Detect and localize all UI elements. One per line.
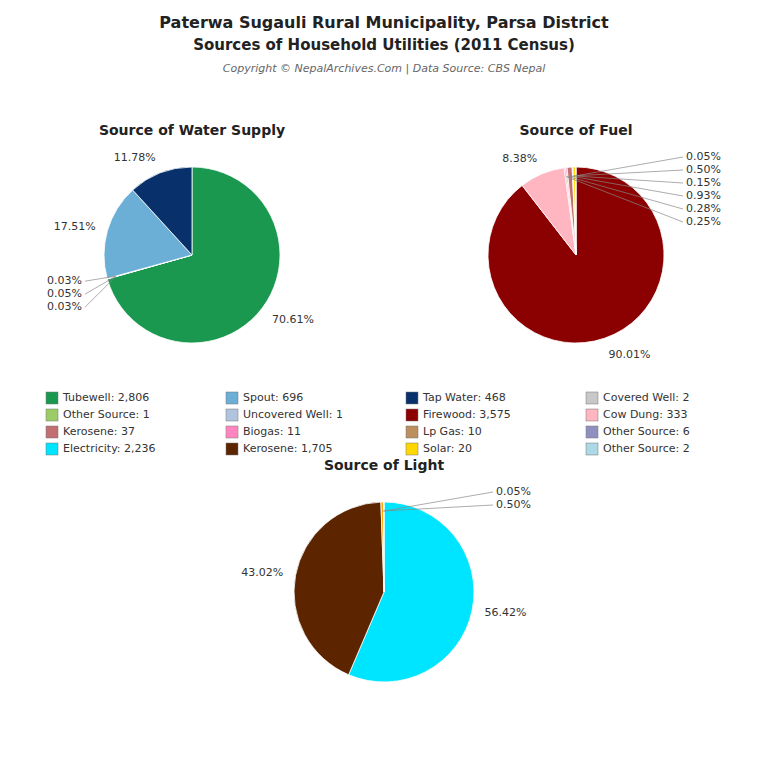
legend-swatch (226, 392, 238, 404)
pie-slice (381, 502, 384, 592)
legend-swatch (46, 426, 58, 438)
pie-title: Source of Light (324, 457, 445, 473)
legend-label: Biogas: 11 (243, 425, 301, 438)
slices (104, 167, 280, 343)
legend-swatch (226, 426, 238, 438)
legend-swatch (46, 443, 58, 455)
legend-label: Kerosene: 1,705 (243, 442, 332, 455)
subtitle: Sources of Household Utilities (2011 Cen… (193, 36, 575, 54)
pie-chart: Source of Fuel 90.01% 8.38% 0.05%0.50%0.15%… (488, 122, 721, 361)
legend-label: Other Source: 6 (603, 425, 690, 438)
background (0, 0, 768, 768)
data-labels: 56.42% 43.02% 0.05%0.50% (241, 485, 531, 619)
legend-label: Solar: 20 (423, 442, 472, 455)
legend-label: Firewood: 3,575 (423, 408, 511, 421)
data-label: 0.05% (686, 150, 721, 163)
legend-label: Tubewell: 2,806 (62, 391, 149, 404)
leader-line (566, 176, 683, 222)
legend: Tubewell: 2,806 Other Source: 1 Kerosene: … (46, 391, 690, 455)
data-label: 90.01% (608, 348, 650, 361)
legend-swatch (586, 426, 598, 438)
legend-label: Other Source: 1 (63, 408, 150, 421)
data-label: 0.50% (496, 498, 531, 511)
pie-slice (383, 502, 384, 592)
legend-swatch (586, 392, 598, 404)
pie-chart: Source of Light 56.42% 43.02% 0.05%0.50% (241, 457, 531, 682)
legend-label: Uncovered Well: 1 (243, 408, 343, 421)
data-label: 56.42% (485, 606, 527, 619)
legend-swatch (226, 409, 238, 421)
data-label: 0.50% (686, 163, 721, 176)
legend-label: Spout: 696 (243, 391, 303, 404)
legend-swatch (46, 392, 58, 404)
data-label: 0.05% (47, 287, 82, 300)
legend-swatch (406, 426, 418, 438)
leader-line (567, 176, 683, 209)
legend-label: Covered Well: 2 (603, 391, 690, 404)
legend-label: Lp Gas: 10 (423, 425, 482, 438)
legend-swatch (46, 409, 58, 421)
pie-title: Source of Fuel (520, 122, 633, 138)
legend-label: Cow Dung: 333 (603, 408, 688, 421)
data-label: 8.38% (502, 152, 537, 165)
legend-swatch (406, 392, 418, 404)
data-labels: 70.61% 17.51% 11.78% 0.03%0.05%0.03% (47, 151, 314, 326)
data-label: 11.78% (114, 151, 156, 164)
legend-swatch (406, 409, 418, 421)
slices (294, 502, 474, 682)
data-label: 17.51% (54, 220, 96, 233)
pie-slice (294, 502, 384, 675)
data-labels: 90.01% 8.38% 0.05%0.50%0.15%0.93%0.28%0.25… (502, 150, 721, 361)
data-label: 0.03% (47, 300, 82, 313)
pie-slice (564, 168, 576, 255)
pie-slice (133, 167, 192, 255)
leader-line (85, 277, 116, 308)
leader-line (575, 170, 683, 176)
data-label: 0.05% (496, 485, 531, 498)
pie-title: Source of Water Supply (99, 122, 285, 138)
pie-slice (488, 167, 664, 343)
data-label: 0.03% (47, 274, 82, 287)
data-label: 0.28% (686, 202, 721, 215)
legend-label: Kerosene: 37 (63, 425, 135, 438)
legend-swatch (586, 409, 598, 421)
pie-chart: Source of Water Supply 70.61% 17.51% 11.78%… (47, 122, 314, 343)
legend-swatch (406, 443, 418, 455)
chart-root: Paterwa Sugauli Rural Municipality, Pars… (0, 0, 768, 768)
pie-slice (567, 167, 576, 255)
data-label: 43.02% (241, 566, 283, 579)
data-label: 0.15% (686, 176, 721, 189)
pie-slice (566, 167, 576, 255)
legend-swatch (226, 443, 238, 455)
leader-line (382, 505, 493, 511)
pie-slice (522, 168, 576, 255)
legend-label: Tap Water: 468 (422, 391, 506, 404)
legend-label: Electricity: 2,236 (63, 442, 156, 455)
data-label: 0.93% (686, 189, 721, 202)
slices (488, 167, 664, 343)
data-label: 70.61% (272, 313, 314, 326)
legend-label: Other Source: 2 (603, 442, 690, 455)
data-label: 0.25% (686, 215, 721, 228)
annotation: Copyright © NepalArchives.Com | Data Sou… (223, 62, 545, 75)
legend-swatch (586, 443, 598, 455)
title: Paterwa Sugauli Rural Municipality, Pars… (159, 13, 609, 32)
